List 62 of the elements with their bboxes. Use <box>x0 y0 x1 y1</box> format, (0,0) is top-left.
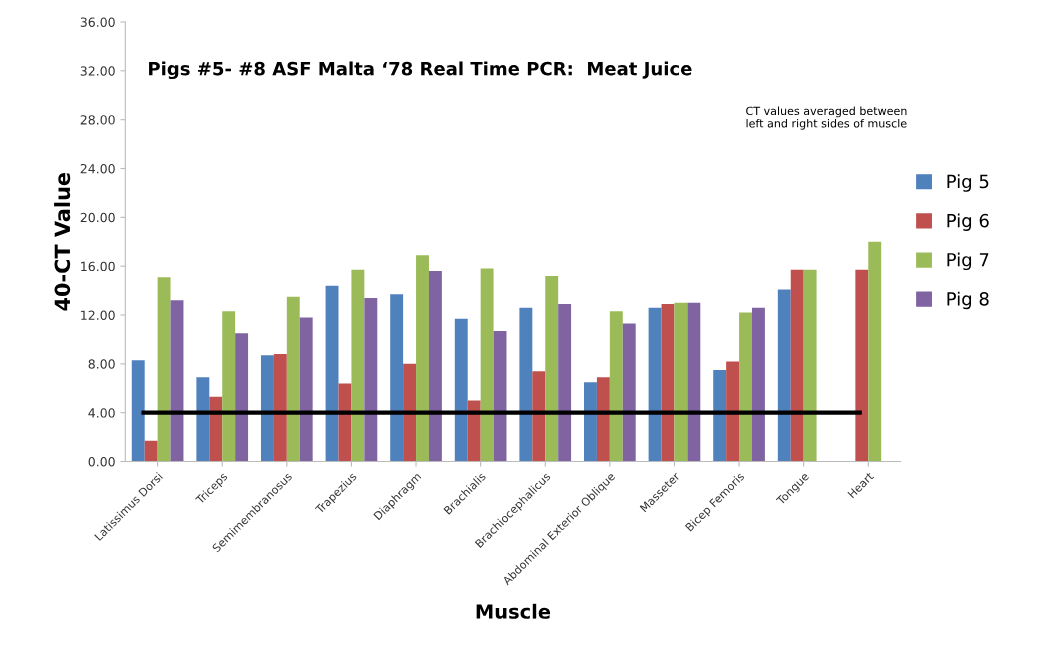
bar <box>325 285 339 462</box>
bar <box>170 300 184 462</box>
bar <box>416 255 429 462</box>
bar <box>622 323 636 462</box>
bar <box>428 271 442 462</box>
bar <box>196 377 210 462</box>
bar <box>648 307 662 462</box>
bar <box>584 382 597 462</box>
bar <box>235 333 249 462</box>
bar <box>803 269 817 462</box>
bar <box>868 241 882 462</box>
bar <box>674 302 688 462</box>
x-axis-title: Muscle <box>476 603 551 619</box>
legend-label: Pig 8 <box>947 291 989 310</box>
bar <box>403 363 417 462</box>
bar <box>364 297 378 462</box>
bar <box>209 396 223 462</box>
legend-label: Pig 5 <box>947 174 989 192</box>
bar <box>661 304 675 462</box>
bar <box>790 269 804 462</box>
y-tick-label: 4.00 <box>88 408 115 418</box>
y-tick-label: 8.00 <box>88 359 115 369</box>
bar <box>687 302 701 462</box>
legend-label: Pig 6 <box>947 213 989 231</box>
y-tick-label: 28.00 <box>80 115 115 125</box>
bar <box>299 317 313 462</box>
bar <box>777 289 791 462</box>
bar <box>467 400 481 462</box>
bar <box>609 311 623 462</box>
bar <box>751 307 765 462</box>
y-tick-label: 24.00 <box>80 163 115 174</box>
bar <box>739 312 752 462</box>
bar <box>558 304 572 462</box>
legend-label: Pig 7 <box>947 252 989 271</box>
bar <box>131 360 145 462</box>
bar <box>286 296 300 462</box>
y-tick-label: 12.00 <box>81 310 115 320</box>
y-tick-label: 36.00 <box>80 17 115 27</box>
text: Pigs #5- #8 ASF Malta ‘78 Real Time PCR: Meat Juice <box>149 61 692 80</box>
bar <box>260 355 274 462</box>
y-tick-label: 0.00 <box>88 457 115 467</box>
bar <box>519 307 533 462</box>
bar <box>273 354 287 462</box>
y-tick-label: 32.00 <box>80 66 115 76</box>
bar <box>545 275 559 462</box>
bar <box>351 269 365 462</box>
bar <box>454 318 468 462</box>
y-tick-label: 20.00 <box>80 212 115 223</box>
bar <box>596 377 610 462</box>
bar <box>532 371 546 462</box>
y-axis-title: 40-CT Value <box>54 173 71 311</box>
bar <box>480 268 494 462</box>
annotation: CT values averaged between left and right sides of muscle <box>746 106 907 130</box>
bar <box>157 277 171 462</box>
bar <box>222 311 236 462</box>
bar <box>855 269 869 462</box>
bar <box>726 361 740 462</box>
bar <box>713 369 727 462</box>
bar <box>144 440 158 462</box>
bar <box>493 330 507 462</box>
y-tick-label: 16.00 <box>81 261 115 272</box>
bar <box>390 294 404 462</box>
